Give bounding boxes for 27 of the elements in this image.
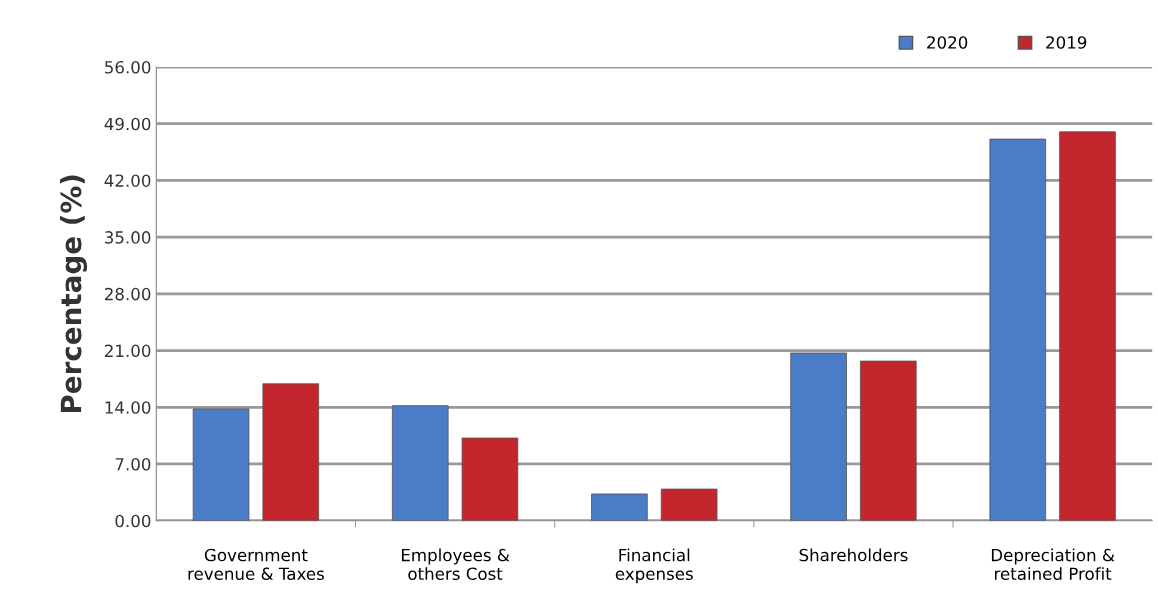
- y-tick-label: 14.00: [105, 401, 151, 414]
- y-tick-label: 42.00: [104, 174, 151, 187]
- legend-label: 2020: [927, 36, 968, 49]
- bar: [660, 488, 718, 521]
- bar: [461, 437, 519, 521]
- y-tick-label: 7.00: [115, 457, 151, 471]
- x-tick-label: Employees & others Cost: [401, 548, 510, 581]
- x-tick-label: Shareholders: [799, 548, 908, 562]
- bar: [591, 493, 648, 521]
- y-tick-label: 49.00: [104, 117, 151, 131]
- legend-label: 2019: [1046, 36, 1087, 49]
- bar: [790, 352, 847, 521]
- y-tick-label: 28.00: [104, 287, 151, 301]
- bar: [192, 408, 250, 521]
- bar: [262, 383, 320, 521]
- x-tick-label: Depreciation & retained Profit: [991, 548, 1115, 581]
- y-tick-label: 0.00: [115, 514, 151, 528]
- bar: [1059, 131, 1116, 521]
- y-axis-title: Percentage (%): [60, 175, 88, 413]
- y-tick-label: 56.00: [105, 60, 151, 74]
- bar: [989, 138, 1047, 521]
- x-tick-label: Government revenue & Taxes: [188, 548, 324, 581]
- bar: [860, 360, 917, 521]
- x-tick-label: Financial expenses: [615, 548, 693, 584]
- y-tick-label: 35.00: [105, 231, 151, 244]
- bar: [391, 405, 449, 521]
- y-tick-label: 21.00: [104, 344, 151, 358]
